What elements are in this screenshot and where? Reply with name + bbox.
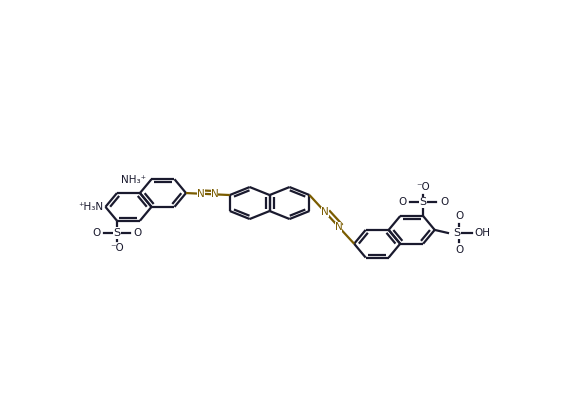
- Text: ⁺H₃N: ⁺H₃N: [78, 202, 103, 212]
- Text: ⁻O: ⁻O: [416, 182, 430, 192]
- Text: N: N: [335, 222, 343, 232]
- Text: O: O: [455, 211, 463, 221]
- Text: N: N: [198, 189, 205, 199]
- Text: N: N: [211, 190, 218, 200]
- Text: ⁻O: ⁻O: [110, 243, 124, 253]
- Text: O: O: [134, 228, 142, 238]
- Text: O: O: [92, 228, 100, 238]
- Text: NH₃⁺: NH₃⁺: [122, 175, 147, 186]
- Text: S: S: [420, 197, 427, 207]
- Text: S: S: [453, 228, 460, 238]
- Text: O: O: [455, 245, 463, 255]
- Text: O: O: [398, 197, 407, 207]
- Text: OH: OH: [475, 228, 490, 238]
- Text: S: S: [114, 228, 120, 238]
- Text: N: N: [321, 207, 329, 217]
- Text: O: O: [440, 197, 448, 207]
